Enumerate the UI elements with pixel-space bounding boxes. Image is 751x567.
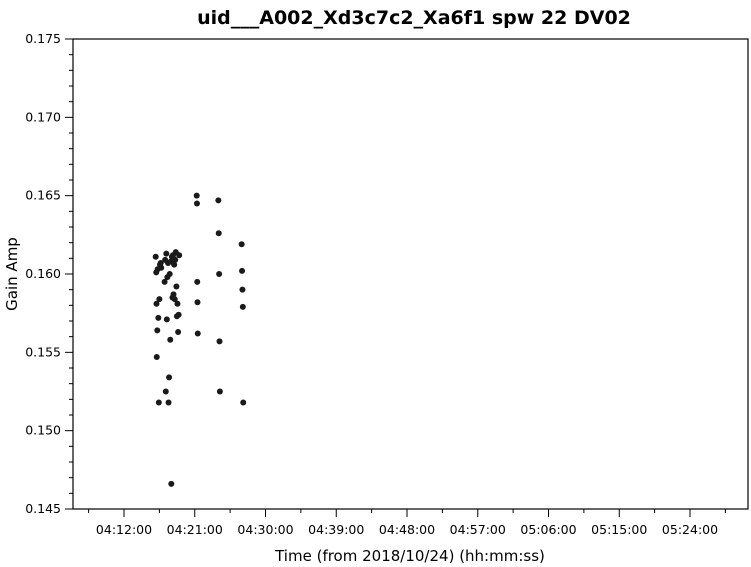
data-point — [239, 286, 246, 293]
plot-frame — [72, 38, 749, 510]
data-point — [240, 399, 247, 406]
data-point — [166, 271, 173, 277]
data-point — [176, 252, 183, 259]
data-point — [215, 197, 222, 204]
y-tick-label: 0.150 — [25, 423, 61, 438]
data-point — [162, 388, 169, 395]
data-point — [194, 330, 201, 337]
y-tick-label: 0.155 — [25, 344, 61, 359]
x-tick-label: 04:30:00 — [237, 522, 293, 537]
y-tick-label: 0.160 — [25, 266, 61, 281]
data-point — [152, 253, 159, 260]
data-point — [154, 327, 161, 334]
data-point — [215, 230, 222, 237]
data-point — [193, 200, 200, 207]
x-tick-label: 04:57:00 — [450, 522, 506, 537]
data-point — [166, 374, 173, 381]
data-point — [165, 399, 172, 406]
data-point — [216, 338, 223, 345]
y-tick-label: 0.165 — [25, 188, 61, 203]
data-point — [163, 250, 170, 257]
data-point — [171, 261, 178, 268]
x-tick-label: 05:15:00 — [591, 522, 647, 537]
data-point — [158, 264, 165, 271]
data-point — [155, 314, 162, 321]
data-point — [170, 291, 177, 298]
chart-title: uid___A002_Xd3c7c2_Xa6f1 spw 22 DV02 — [197, 7, 631, 29]
data-point — [173, 283, 180, 290]
data-point — [153, 300, 160, 307]
x-axis: 04:12:00 04:21:00 04:30:00 04:39:00 04:48:00… — [88, 509, 726, 537]
data-point — [239, 303, 246, 310]
x-axis-label: Time (from 2018/10/24) (hh:mm:ss) — [274, 547, 545, 565]
data-point — [171, 296, 178, 303]
data-point — [216, 388, 223, 395]
data-points — [152, 192, 247, 487]
x-tick-label: 05:06:00 — [520, 522, 576, 537]
x-tick-label: 04:39:00 — [308, 522, 364, 537]
data-point — [175, 328, 182, 335]
y-tick-label: 0.145 — [25, 501, 61, 516]
data-point — [157, 260, 164, 267]
data-point — [194, 299, 201, 306]
data-point — [174, 300, 181, 307]
y-axis: 0.145 0.150 0.155 0.160 0.165 0.170 0.175 — [25, 31, 73, 516]
data-point — [172, 256, 179, 263]
x-tick-label: 04:12:00 — [96, 522, 152, 537]
data-point — [238, 241, 245, 248]
data-point — [163, 316, 170, 323]
data-point — [168, 480, 175, 487]
data-point — [175, 311, 182, 318]
data-point — [193, 192, 200, 199]
x-tick-label: 04:48:00 — [379, 522, 435, 537]
data-point — [167, 336, 174, 343]
data-point — [161, 278, 168, 285]
x-tick-label: 04:21:00 — [167, 522, 223, 537]
y-tick-label: 0.175 — [25, 31, 61, 46]
data-point — [156, 296, 163, 303]
x-tick-label: 05:24:00 — [662, 522, 718, 537]
data-point — [239, 267, 246, 274]
data-point — [153, 354, 160, 361]
data-point — [216, 271, 223, 277]
data-point — [155, 399, 162, 406]
y-tick-label: 0.170 — [25, 109, 61, 124]
data-point — [194, 278, 201, 285]
y-axis-label: Gain Amp — [3, 237, 21, 311]
